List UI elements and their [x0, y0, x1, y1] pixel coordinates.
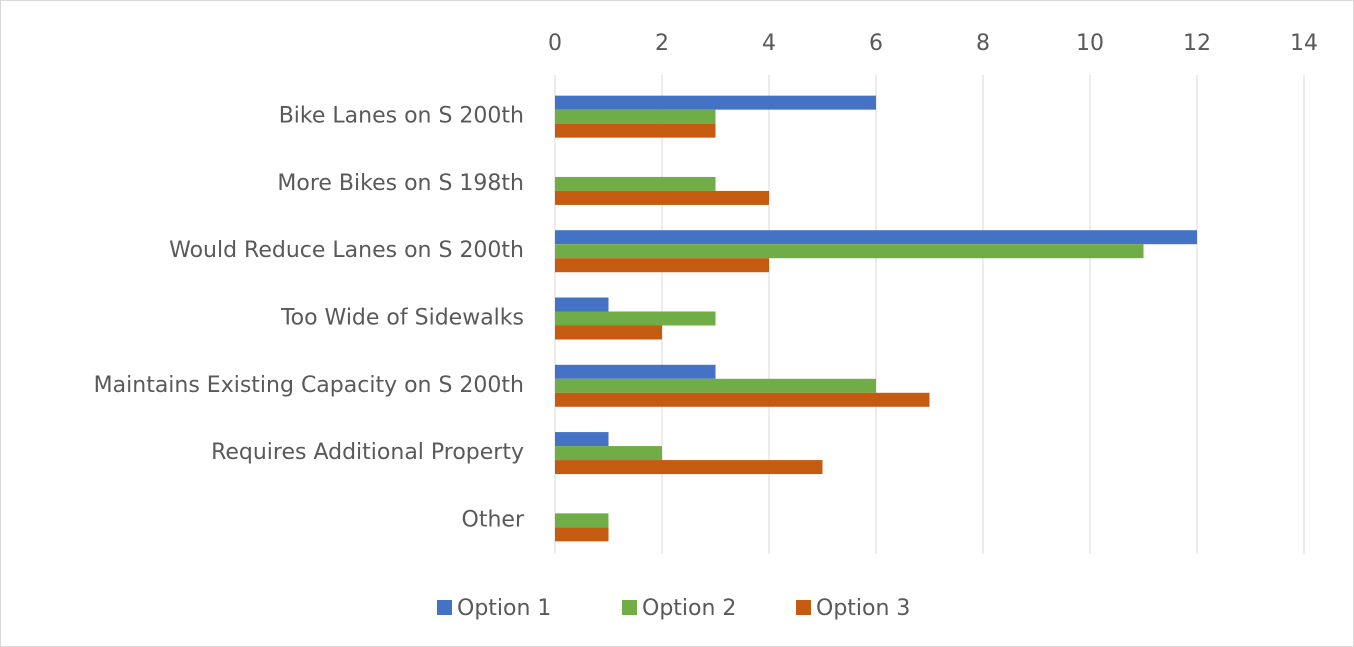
bar [555, 432, 609, 447]
x-tick-label: 4 [762, 31, 776, 56]
bar [555, 527, 609, 542]
bar [555, 364, 716, 379]
bar [555, 325, 662, 340]
bar [555, 230, 1197, 245]
bar [555, 244, 1144, 259]
x-tick-label: 6 [869, 31, 883, 56]
x-tick-label: 12 [1183, 31, 1211, 56]
bar [555, 513, 609, 528]
y-tick-label: Other [462, 507, 525, 532]
y-tick-label: Requires Additional Property [211, 440, 524, 465]
legend-label: Option 3 [816, 596, 910, 621]
x-tick-label: 0 [548, 31, 562, 56]
x-tick-label: 14 [1290, 31, 1318, 56]
legend-label: Option 1 [457, 596, 551, 621]
legend-swatch [437, 600, 452, 615]
bar [555, 297, 609, 312]
bar [555, 190, 769, 205]
legend-swatch [622, 600, 637, 615]
y-tick-label: Would Reduce Lanes on S 200th [169, 238, 524, 263]
y-tick-label: Too Wide of Sidewalks [280, 306, 524, 331]
bar [555, 378, 876, 393]
x-tick-label: 8 [976, 31, 990, 56]
y-tick-label: Maintains Existing Capacity on S 200th [94, 373, 524, 398]
y-tick-label: More Bikes on S 198th [277, 171, 524, 196]
bar [555, 123, 716, 138]
bar [555, 311, 716, 326]
bar [555, 95, 876, 110]
legend-label: Option 2 [642, 596, 736, 621]
x-tick-label: 2 [655, 31, 669, 56]
bar [555, 176, 716, 191]
bar [555, 446, 662, 461]
bar [555, 258, 769, 273]
y-tick-label: Bike Lanes on S 200th [279, 104, 524, 129]
x-tick-label: 10 [1076, 31, 1104, 56]
legend-swatch [796, 600, 811, 615]
bar [555, 392, 930, 407]
bar [555, 109, 716, 124]
bar [555, 460, 823, 475]
